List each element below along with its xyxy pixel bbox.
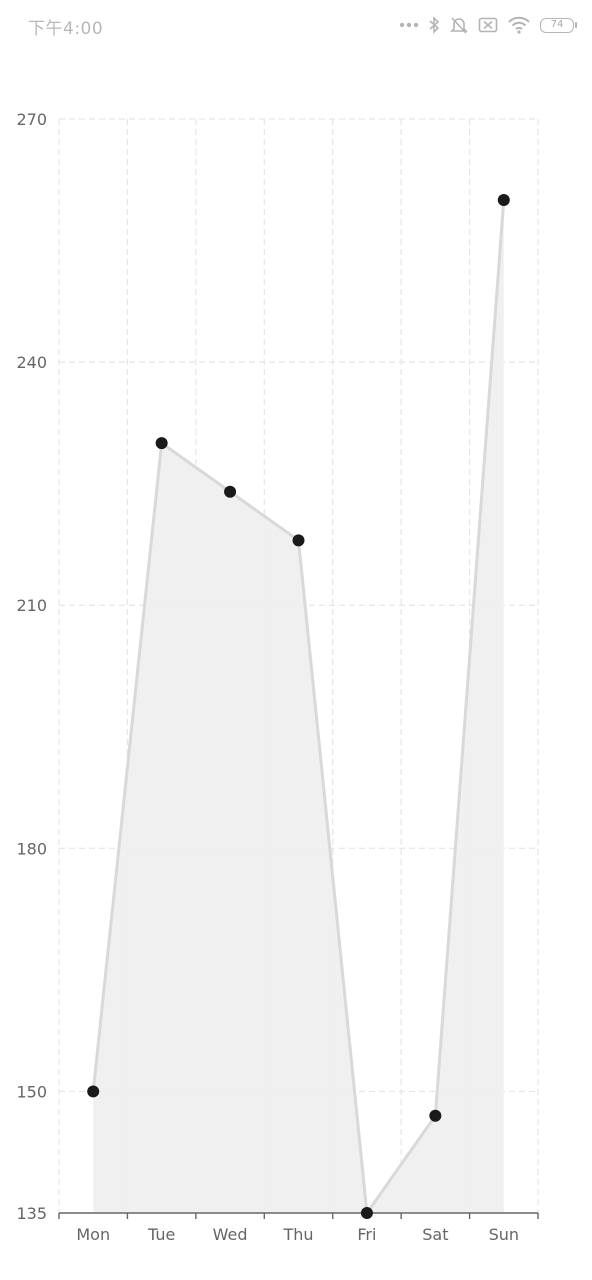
x-tick-label: Mon <box>76 1225 110 1244</box>
data-point <box>87 1085 100 1098</box>
axes <box>58 1212 539 1219</box>
y-tick-label: 210 <box>16 596 47 615</box>
data-point <box>360 1207 373 1219</box>
data-point <box>292 534 305 547</box>
y-tick-label: 150 <box>16 1082 47 1101</box>
bluetooth-icon <box>428 16 440 34</box>
y-tick-label: 240 <box>16 353 47 372</box>
area-fill <box>93 200 504 1213</box>
x-tick-label: Fri <box>357 1225 376 1244</box>
y-tick-label: 270 <box>16 110 47 129</box>
data-point <box>429 1109 442 1122</box>
status-bar: 下午4:00 74 <box>0 0 592 50</box>
y-tick-label: 135 <box>16 1204 47 1223</box>
x-tick-label: Sat <box>422 1225 448 1244</box>
mute-icon <box>449 15 469 35</box>
status-icons: 74 <box>399 12 577 38</box>
data-point <box>155 437 168 450</box>
x-tick-label: Tue <box>147 1225 175 1244</box>
battery-icon: 74 <box>540 17 577 33</box>
sim-off-icon <box>478 17 498 33</box>
status-time: 下午4:00 <box>28 19 104 39</box>
x-tick-label: Wed <box>213 1225 248 1244</box>
data-points <box>87 194 510 1219</box>
y-axis-tick-labels: 135 150 180 210 240 270 <box>16 110 47 1223</box>
x-tick-label: Thu <box>282 1225 313 1244</box>
y-tick-label: 180 <box>16 839 47 858</box>
dots-icon <box>399 21 419 29</box>
wifi-icon <box>507 16 531 34</box>
data-point <box>224 485 237 498</box>
x-tick-label: Sun <box>489 1225 519 1244</box>
data-point <box>497 194 510 207</box>
x-axis-tick-labels: Mon Tue Wed Thu Fri Sat Sun <box>76 1225 519 1244</box>
